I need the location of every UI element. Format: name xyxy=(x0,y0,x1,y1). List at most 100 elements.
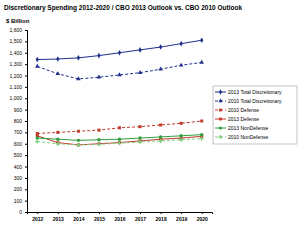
y-tick-label: 1,300 xyxy=(9,61,22,67)
y-tick-mark xyxy=(25,121,27,122)
y-tick: 1,300 xyxy=(9,61,27,67)
y-tick: 800 xyxy=(14,118,27,124)
y-tick-label: 100 xyxy=(14,198,23,204)
y-tick: 700 xyxy=(14,129,27,135)
x-tick: 2015 xyxy=(94,212,105,222)
y-tick-mark xyxy=(25,212,27,213)
marker xyxy=(200,37,203,43)
marker xyxy=(159,139,163,143)
x-tick-label: 2016 xyxy=(114,216,125,222)
x-tick-label: 2019 xyxy=(176,216,187,222)
y-axis-title: $ Billion xyxy=(6,18,30,24)
y-tick-label: 400 xyxy=(14,164,23,170)
x-tick-label: 2013 xyxy=(53,216,64,222)
x-tick-mark xyxy=(161,212,162,214)
x-tick: 2016 xyxy=(114,212,125,222)
y-tick-label: 700 xyxy=(14,129,23,135)
legend-label: 2013 Total Discretionary xyxy=(228,89,282,95)
legend-entry: 2013 Defense xyxy=(215,116,259,122)
y-tick: 500 xyxy=(14,152,27,158)
y-tick-label: 0 xyxy=(19,209,22,215)
marker xyxy=(77,143,80,146)
marker xyxy=(77,130,80,133)
y-tick: 1,600 xyxy=(9,27,27,33)
marker xyxy=(138,140,142,144)
y-tick-mark xyxy=(25,178,27,179)
marker xyxy=(97,138,100,141)
series-line xyxy=(37,62,201,78)
series-line xyxy=(37,135,201,141)
marker xyxy=(77,55,80,61)
y-tick-label: 1,500 xyxy=(9,38,22,44)
y-tick: 100 xyxy=(14,198,27,204)
y-tick: 300 xyxy=(14,175,27,181)
y-tick: 1,100 xyxy=(9,84,27,90)
series-line xyxy=(37,121,201,134)
y-tick-label: 1,000 xyxy=(9,95,22,101)
y-tick-label: 1,200 xyxy=(9,73,22,79)
legend-label: 2013 Defense xyxy=(228,116,259,122)
y-tick-mark xyxy=(25,155,27,156)
marker xyxy=(200,133,203,136)
legend-line xyxy=(215,110,226,111)
marker xyxy=(200,120,203,123)
x-tick-mark xyxy=(99,212,100,214)
marker xyxy=(56,71,61,75)
marker xyxy=(180,41,183,47)
legend-entry: 2013 Total Discretionary xyxy=(215,89,282,95)
y-tick-mark xyxy=(25,144,27,145)
marker xyxy=(179,63,184,67)
y-tick-label: 1,400 xyxy=(9,50,22,56)
y-tick: 1,400 xyxy=(9,50,27,56)
y-tick-label: 300 xyxy=(14,175,23,181)
x-tick-mark xyxy=(140,212,141,214)
legend-marker xyxy=(219,135,223,139)
marker xyxy=(97,75,102,79)
marker xyxy=(77,139,80,142)
x-tick-label: 2020 xyxy=(197,216,208,222)
chart: Discretionary Spending 2012-2020 / CBO 2… xyxy=(0,0,300,225)
y-tick: 1,000 xyxy=(9,95,27,101)
legend-label: 2010 Defense xyxy=(228,107,259,113)
x-tick-mark xyxy=(78,212,79,214)
x-tick-mark xyxy=(181,212,182,214)
y-tick-mark xyxy=(25,76,27,77)
legend-marker xyxy=(219,109,222,112)
y-tick-label: 600 xyxy=(14,141,23,147)
marker xyxy=(76,76,81,80)
marker xyxy=(117,72,122,76)
marker xyxy=(159,44,162,50)
x-tick: 2014 xyxy=(73,212,84,222)
series-line xyxy=(37,40,201,59)
legend: 2013 Total Discretionary2010 Total Discr… xyxy=(213,86,297,144)
y-tick-label: 1,600 xyxy=(9,27,22,33)
series-line xyxy=(37,139,201,145)
y-tick-mark xyxy=(25,41,27,42)
marker xyxy=(179,138,183,142)
series-line xyxy=(37,136,201,145)
marker xyxy=(138,70,143,74)
legend-entry: 2013 NonDefense xyxy=(215,125,269,131)
x-tick-mark xyxy=(37,212,38,214)
y-tick: 1,500 xyxy=(9,38,27,44)
y-axis: 01002003004005006007008009001,0001,1001,… xyxy=(9,27,27,215)
marker xyxy=(56,138,59,141)
x-tick: 2017 xyxy=(135,212,146,222)
marker xyxy=(36,136,39,139)
y-tick-mark xyxy=(25,167,27,168)
y-tick-mark xyxy=(25,98,27,99)
y-tick-mark xyxy=(25,87,27,88)
plot-area xyxy=(35,37,204,146)
x-tick: 2012 xyxy=(32,212,43,222)
x-tick-label: 2018 xyxy=(156,216,167,222)
y-axis-line xyxy=(25,31,28,213)
y-tick: 400 xyxy=(14,164,27,170)
marker xyxy=(97,129,100,132)
marker xyxy=(199,60,204,64)
marker xyxy=(139,125,142,128)
legend-marker xyxy=(219,89,222,94)
legend-entry: 2010 NonDefense xyxy=(215,134,269,140)
x-tick-label: 2014 xyxy=(73,216,84,222)
legend-line xyxy=(215,119,226,120)
y-tick-mark xyxy=(25,201,27,202)
